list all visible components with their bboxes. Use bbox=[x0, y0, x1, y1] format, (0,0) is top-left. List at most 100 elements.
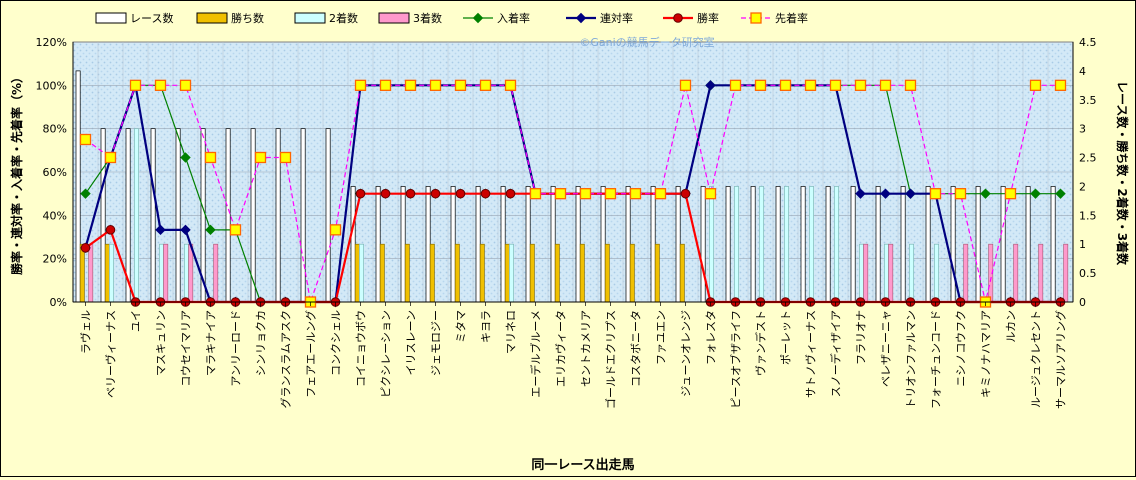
bar-レース数 bbox=[950, 186, 956, 303]
x-tick-label: アンリーロード bbox=[230, 310, 243, 387]
bar-3着数 bbox=[213, 243, 219, 303]
legend-label: 連対率 bbox=[600, 11, 633, 25]
bar-レース数 bbox=[275, 128, 281, 303]
x-tick-label: ベリーヴィーナス bbox=[104, 310, 118, 398]
bar-レース数 bbox=[400, 186, 406, 303]
bar-勝ち数 bbox=[504, 243, 510, 303]
point-連対率 bbox=[180, 224, 191, 236]
legend: レース数 勝ち数 2着数 3着数 入着率 連対率 勝率 先着率 bbox=[95, 11, 808, 25]
bar-レース数 bbox=[700, 186, 706, 303]
point-先着率 bbox=[654, 188, 667, 200]
x-tick-label: ユイ bbox=[130, 310, 143, 332]
point-先着率 bbox=[279, 151, 292, 164]
y-right-tick-label: 3.5 bbox=[1079, 94, 1097, 107]
point-勝率 bbox=[380, 188, 391, 199]
bar-レース数 bbox=[575, 186, 581, 303]
x-tick-label: エーデルブルーメ bbox=[529, 310, 543, 398]
bar-3着数 bbox=[1063, 243, 1069, 303]
x-tick-label: ヴァンデスト bbox=[754, 310, 768, 376]
legend-swatch-レース数 bbox=[95, 12, 127, 24]
x-tick-label: グランスラムアスク bbox=[279, 310, 293, 408]
point-先着率 bbox=[204, 151, 217, 164]
point-先着率 bbox=[729, 79, 742, 91]
bar-2着数 bbox=[909, 243, 914, 303]
x-tick-label: ピースオブザライフ bbox=[729, 310, 743, 408]
y-axis-left-title: 勝率・連対率・入着率・先着率（%） bbox=[9, 71, 24, 275]
bar-レース数 bbox=[675, 186, 681, 303]
legend-swatch-勝ち数 bbox=[196, 12, 228, 24]
point-連対率 bbox=[905, 188, 916, 199]
y-left-tick-label: 60% bbox=[43, 166, 67, 179]
point-先着率 bbox=[879, 79, 892, 91]
point-先着率 bbox=[1029, 79, 1042, 91]
watermark: ©Ganiの競馬データ研究室 bbox=[579, 35, 714, 49]
bar-レース数 bbox=[1000, 186, 1006, 303]
y-left-tick-label: 20% bbox=[43, 253, 67, 266]
y-right-tick-label: 2.5 bbox=[1079, 152, 1097, 165]
x-tick-label: ベレザニーニャ bbox=[880, 310, 893, 387]
point-先着率 bbox=[1054, 79, 1067, 91]
x-tick-label: キミノナハマリア bbox=[980, 310, 993, 398]
bar-レース数 bbox=[150, 128, 156, 303]
y-left-tick-label: 120% bbox=[36, 36, 67, 49]
point-先着率 bbox=[779, 79, 792, 91]
x-tick-label: ジューンオレンジ bbox=[680, 310, 693, 397]
bar-3着数 bbox=[888, 243, 894, 303]
x-tick-label: トリオンファルマン bbox=[905, 310, 918, 409]
bar-勝ち数 bbox=[354, 243, 360, 303]
y-left-tick-label: 0% bbox=[50, 296, 67, 309]
x-tick-label: マラキナイア bbox=[205, 310, 218, 376]
bar-勝ち数 bbox=[529, 243, 535, 303]
bar-レース数 bbox=[225, 128, 231, 303]
point-先着率 bbox=[929, 188, 942, 200]
x-tick-label: ルージュクレセント bbox=[1030, 310, 1043, 408]
legend-marker-入着率 bbox=[472, 12, 484, 24]
point-勝率 bbox=[355, 188, 366, 199]
x-tick-label: エリカヴィータ bbox=[554, 310, 568, 387]
point-連対率 bbox=[880, 188, 891, 199]
point-勝率 bbox=[430, 188, 441, 199]
bar-3着数 bbox=[163, 243, 169, 303]
x-tick-label: サトノヴィーナス bbox=[804, 310, 818, 398]
bar-勝ち数 bbox=[554, 243, 560, 303]
point-連対率 bbox=[705, 80, 716, 91]
bar-レース数 bbox=[475, 186, 481, 303]
x-tick-label: イリスレーン bbox=[405, 310, 418, 375]
bar-2着数 bbox=[884, 243, 889, 303]
bar-レース数 bbox=[725, 186, 731, 303]
point-先着率 bbox=[254, 151, 267, 164]
point-勝率 bbox=[680, 188, 691, 199]
y-left-tick-label: 100% bbox=[36, 79, 67, 92]
y-left-tick-label: 40% bbox=[43, 209, 67, 222]
bar-2着数 bbox=[359, 243, 364, 303]
bar-レース数 bbox=[325, 128, 331, 303]
bar-レース数 bbox=[625, 186, 631, 303]
bar-レース数 bbox=[300, 128, 306, 303]
point-先着率 bbox=[429, 79, 442, 91]
legend-marker-連対率 bbox=[575, 12, 587, 24]
x-tick-label: スノーディザイア bbox=[829, 310, 843, 397]
y-left-tick-label: 80% bbox=[43, 123, 67, 136]
point-先着率 bbox=[579, 188, 592, 200]
y-axis-right-title: レース数・勝ち数・2着数・3着数 bbox=[1115, 81, 1130, 266]
legend-swatch-3着数 bbox=[378, 12, 410, 24]
bar-レース数 bbox=[100, 128, 106, 303]
point-先着率 bbox=[529, 188, 542, 200]
x-tick-label: マリネロ bbox=[505, 310, 518, 354]
bar-2着数 bbox=[759, 186, 764, 303]
point-勝率 bbox=[505, 188, 516, 199]
x-tick-label: ゴールドエクリプス bbox=[604, 310, 618, 409]
bar-勝ち数 bbox=[104, 243, 110, 303]
bar-2着数 bbox=[734, 186, 739, 303]
point-勝率 bbox=[80, 243, 91, 253]
x-tick-label: ルカン bbox=[1005, 310, 1018, 343]
point-先着率 bbox=[804, 79, 817, 91]
point-先着率 bbox=[479, 79, 492, 91]
bar-勝ち数 bbox=[579, 243, 585, 303]
bar-2着数 bbox=[709, 186, 714, 303]
bar-レース数 bbox=[650, 186, 656, 303]
bar-2着数 bbox=[184, 243, 189, 303]
bar-レース数 bbox=[75, 70, 81, 303]
bar-2着数 bbox=[859, 243, 864, 303]
